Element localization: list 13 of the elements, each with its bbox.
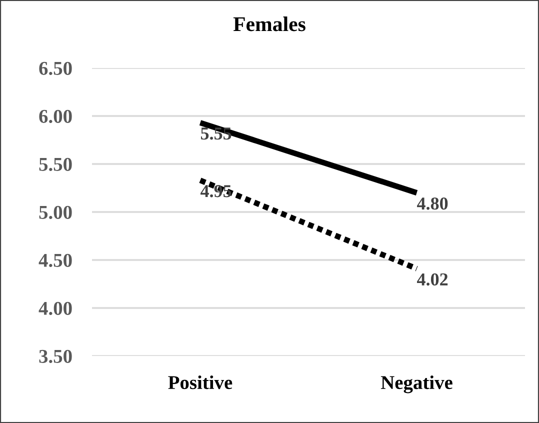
- y-tick-label: 3.50: [39, 350, 72, 364]
- y-tick-label: 5.00: [39, 206, 72, 220]
- y-tick-label: 5.50: [39, 158, 72, 172]
- chart-title: Females: [233, 16, 306, 32]
- y-tick-label: 4.00: [38, 302, 72, 316]
- y-tick-label: 6.00: [39, 110, 72, 124]
- y-tick-label: 6.50: [39, 62, 72, 76]
- y-tick-label: 4.50: [38, 254, 72, 268]
- annotation: 4.02: [417, 273, 448, 286]
- x-tick-label: Negative: [380, 375, 452, 394]
- x-tick-label: Positive: [168, 375, 232, 390]
- annotation: 5.55: [200, 128, 232, 140]
- annotation: 4.80: [417, 197, 448, 210]
